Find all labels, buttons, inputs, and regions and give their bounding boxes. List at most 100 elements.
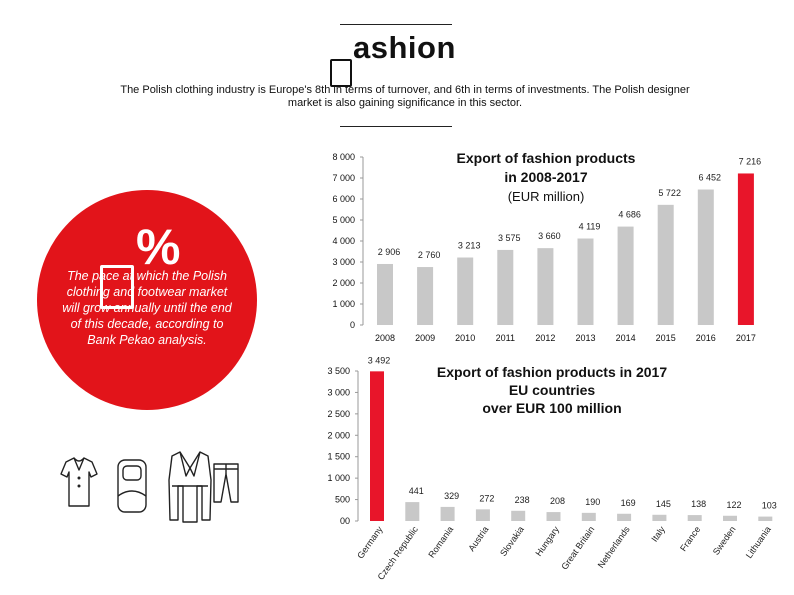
chart2-x-tick-label: Sweden — [711, 524, 738, 556]
chart2-bar — [405, 502, 420, 521]
chart2-bar — [511, 510, 526, 521]
chart1-bar — [537, 248, 554, 325]
chart1-value-label: 3 660 — [538, 231, 561, 241]
chart2-value-label: 238 — [515, 495, 530, 505]
chart1-title-line1: Export of fashion products — [457, 150, 636, 166]
chart2-x-tick-label: Italy — [649, 524, 667, 544]
trousers-icon — [213, 463, 239, 503]
chart1-x-tick-label: 2010 — [455, 333, 475, 343]
coat-icon — [168, 451, 212, 523]
big-stat-text: % — [136, 219, 182, 275]
chart1-value-label: 6 452 — [699, 173, 722, 183]
bag-icon — [117, 459, 147, 513]
chart1-bar — [497, 249, 514, 325]
chart2-x-tick-label: Austria — [466, 524, 490, 553]
chart2-y-tick-label: 2 000 — [327, 430, 350, 440]
chart2-y-tick-label: 3 000 — [327, 387, 350, 397]
chart1-bar — [737, 173, 754, 325]
chart1-x-tick-label: 2017 — [736, 333, 756, 343]
chart2-value-label: 169 — [621, 498, 636, 508]
chart2-value-label: 441 — [409, 486, 424, 496]
chart2-title-line1: Export of fashion products in 2017 — [437, 364, 667, 380]
title-rule-bottom — [340, 126, 452, 127]
chart2-x-tick-label: Lithuania — [744, 524, 773, 560]
chart2-x-tick-label: Germany — [355, 524, 385, 560]
chart1-y-tick-label: 3 000 — [332, 257, 355, 267]
chart2-value-label: 272 — [479, 493, 494, 503]
big-stat: 5% — [100, 218, 181, 309]
chart1-value-label: 7 216 — [739, 156, 762, 166]
chart1-bar — [697, 189, 714, 325]
chart1-x-tick-label: 2011 — [496, 333, 515, 343]
chart1-y-tick-label: 0 — [350, 320, 355, 330]
chart1-x-tick-label: 2014 — [616, 333, 636, 343]
chart2-y-tick-label: 2 500 — [327, 409, 350, 419]
chart1-y-tick-label: 2 000 — [332, 278, 355, 288]
chart2-bar — [723, 515, 737, 521]
chart2-value-label: 190 — [585, 497, 600, 507]
circle-text: The pace at which the Polish clothing an… — [62, 269, 232, 347]
chart2-value-label: 3 492 — [368, 355, 391, 365]
page-subtitle: The Polish clothing industry is Europe's… — [120, 84, 690, 109]
chart2-y-tick-label: 500 — [335, 495, 350, 505]
chart1-value-label: 5 722 — [658, 188, 681, 198]
chart1-y-tick-label: 4 000 — [332, 236, 355, 246]
chart2-bar — [617, 513, 632, 521]
chart2-x-tick-label: France — [678, 524, 702, 553]
chart1-value-label: 2 760 — [418, 250, 441, 260]
chart2-bar — [440, 506, 455, 521]
chart1-bar — [577, 238, 594, 325]
chart2-title-line2: EU countries — [509, 382, 596, 398]
chart2-bar — [370, 371, 384, 521]
chart2-value-label: 145 — [656, 499, 671, 509]
chart2-value-label: 138 — [691, 499, 706, 509]
chart1-x-tick-label: 2008 — [375, 333, 395, 343]
big-stat-glyph-box: 5 — [100, 265, 134, 309]
chart1-title-line2: in 2008-2017 — [504, 169, 587, 185]
chart1-x-tick-label: 2009 — [415, 333, 435, 343]
chart1-bar — [657, 204, 674, 325]
chart1-value-label: 3 575 — [498, 233, 521, 243]
chart2-bar — [581, 512, 596, 521]
chart-export-2008-2017: Export of fashion products in 2008-2017 … — [332, 150, 761, 343]
page-title-text: ashion — [353, 30, 456, 65]
chart1-y-tick-label: 6 000 — [332, 194, 355, 204]
chart1-y-tick-label: 1 000 — [332, 299, 355, 309]
chart1-bar — [457, 257, 474, 325]
chart2-value-label: 208 — [550, 496, 565, 506]
chart1-bar — [617, 226, 634, 325]
chart2-value-label: 122 — [726, 500, 741, 510]
chart2-bar — [546, 512, 561, 521]
chart1-value-label: 4 119 — [579, 222, 601, 232]
chart2-value-label: 329 — [444, 491, 459, 501]
chart2-bar — [652, 514, 667, 521]
chart2-y-tick-label: 1 500 — [327, 452, 350, 462]
chart1-x-tick-label: 2016 — [696, 333, 716, 343]
chart1-value-label: 4 686 — [618, 210, 641, 220]
chart1-x-tick-label: 2013 — [575, 333, 595, 343]
chart2-y-tick-label: 3 500 — [327, 366, 350, 376]
chart2-y-tick-label: 1 000 — [327, 473, 350, 483]
title-glyph-box: F — [330, 59, 352, 87]
chart2-bar — [475, 509, 490, 521]
chart2-bar — [687, 515, 702, 521]
chart2-x-tick-label: Netherlands — [596, 524, 632, 570]
chart1-x-tick-label: 2012 — [535, 333, 555, 343]
chart2-bar — [758, 516, 773, 521]
title-rule-top — [340, 24, 452, 25]
chart2-x-tick-label: Hungary — [533, 524, 561, 558]
chart2-x-tick-label: Slovakia — [498, 524, 526, 558]
page-title: Fashion — [330, 30, 480, 87]
chart2-title-line3: over EUR 100 million — [482, 400, 621, 416]
chart1-value-label: 3 213 — [458, 241, 481, 251]
chart1-y-tick-label: 8 000 — [332, 152, 355, 162]
chart1-bar — [417, 267, 434, 325]
chart1-y-tick-label: 7 000 — [332, 173, 355, 183]
stat-circle — [37, 190, 257, 410]
chart2-value-label: 103 — [762, 501, 777, 511]
tshirt-icon — [60, 457, 98, 507]
chart1-y-tick-label: 5 000 — [332, 215, 355, 225]
chart2-x-tick-label: Great Britain — [559, 524, 596, 571]
chart1-value-label: 2 906 — [378, 247, 401, 257]
